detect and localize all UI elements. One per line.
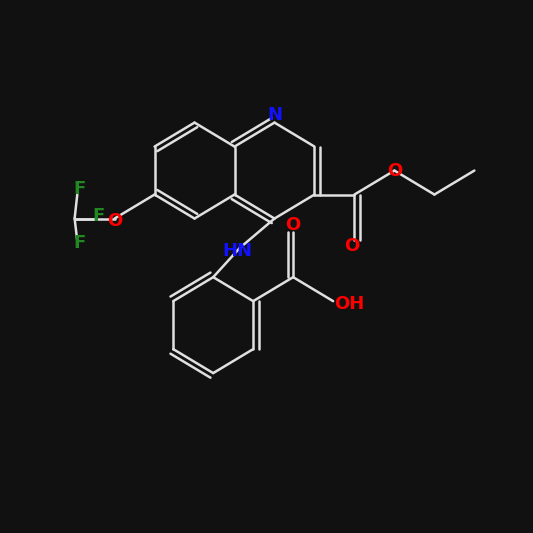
- Text: OH: OH: [334, 295, 364, 313]
- Text: O: O: [387, 161, 402, 180]
- Text: F: F: [74, 233, 86, 252]
- Text: N: N: [267, 106, 282, 124]
- Text: F: F: [74, 180, 86, 198]
- Text: F: F: [93, 207, 104, 225]
- Text: HN: HN: [222, 241, 252, 260]
- Text: O: O: [107, 212, 122, 230]
- Text: O: O: [286, 216, 301, 235]
- Text: O: O: [344, 237, 359, 255]
